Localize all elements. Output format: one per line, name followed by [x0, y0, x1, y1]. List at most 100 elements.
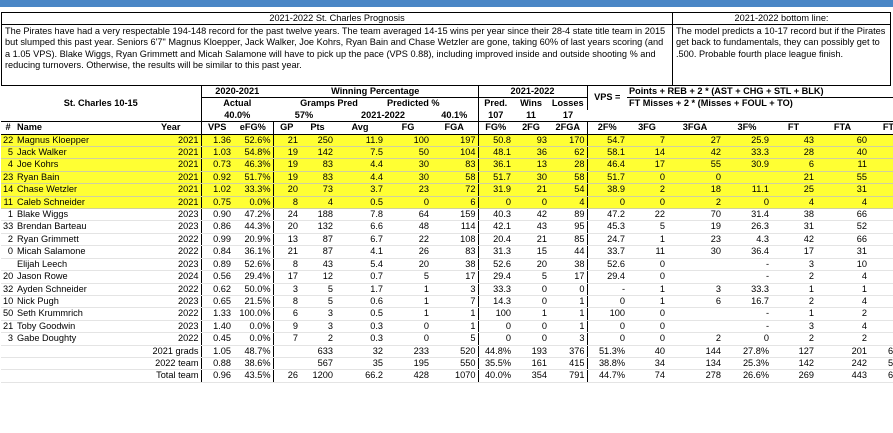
player-fgp: 0 — [477, 320, 513, 334]
player-fg2: 20 — [513, 258, 549, 272]
player-vps: 0.65 — [200, 295, 233, 309]
player-gp: 9 — [272, 320, 300, 334]
player-avg: 6.7 — [335, 233, 385, 247]
player-fga2: 85 — [549, 233, 587, 247]
player-fga3 — [667, 320, 723, 334]
player-vps: 0.84 — [200, 245, 233, 259]
totals-p3: 26.6% — [723, 369, 771, 383]
player-row: 0 Micah Salamone 2022 0.84 36.1% 21 87 4.1 26 83 3… — [1, 245, 893, 259]
player-name: Ryan Bain — [15, 171, 141, 185]
player-avg: 4.1 — [335, 245, 385, 259]
actual-label: Actual — [200, 97, 273, 110]
player-fga2: 89 — [549, 208, 587, 222]
player-fga2: 95 — [549, 220, 587, 234]
player-fga3: 18 — [667, 183, 723, 197]
player-fga: 58 — [431, 171, 478, 185]
player-p3: 25.9 — [723, 134, 771, 148]
player-fga: 72 — [431, 183, 478, 197]
totals-p3: 27.8% — [723, 345, 771, 358]
player-fta: 52 — [816, 220, 869, 234]
column-header-2fg: 2FG — [513, 121, 549, 135]
player-p2: 0 — [586, 196, 627, 210]
player-fg3: 5 — [627, 220, 667, 234]
player-pts: 4 — [300, 196, 335, 210]
column-header-3fga: 3FGA — [667, 121, 723, 135]
player-fta: 4 — [816, 320, 869, 334]
totals-fg3: 34 — [627, 357, 667, 371]
player-avg: 7.8 — [335, 208, 385, 222]
player-fg3: 0 — [627, 258, 667, 272]
pred-label: Pred. — [477, 97, 513, 110]
player-year: 2022 — [141, 332, 201, 346]
wins-number: 11 — [526, 109, 536, 120]
player-efg: 36.1% — [233, 245, 273, 259]
wins-label: Wins — [520, 98, 542, 109]
totals-fg: 428 — [385, 369, 431, 383]
totals-pts: 633 — [300, 345, 335, 358]
player-name: Jack Walker — [15, 146, 141, 160]
totals-vps: 1.05 — [200, 345, 233, 358]
player-efg: 100.0% — [233, 307, 273, 321]
player-gp: 7 — [272, 332, 300, 346]
player-gp: 21 — [272, 245, 300, 259]
player-ftp: 50 — [869, 307, 893, 321]
player-fga: 38 — [431, 258, 478, 272]
player-avg: 4.4 — [335, 158, 385, 172]
player-fg: 1 — [385, 283, 431, 296]
totals-fga2: 415 — [549, 357, 587, 371]
player-name: Caleb Schneider — [15, 196, 141, 210]
player-fga: 159 — [431, 208, 478, 222]
player-fga: 1 — [431, 307, 478, 321]
player-fgp: 50.8 — [477, 134, 513, 148]
actual-value: 40.0% — [200, 109, 273, 122]
totals-fg3: 74 — [627, 369, 667, 383]
player-p3: - — [723, 307, 771, 321]
player-ftp: 54.8 — [869, 245, 893, 259]
prognosis-box: 2021-2022 St. Charles Prognosis The Pira… — [1, 12, 673, 86]
player-gp: 20 — [272, 183, 300, 197]
player-number — [1, 258, 15, 272]
player-p3: 36.4 — [723, 245, 771, 259]
player-p2: 0 — [586, 295, 627, 309]
player-year: 2023 — [141, 258, 201, 272]
player-vps: 1.40 — [200, 320, 233, 334]
player-fga2: 1 — [549, 295, 587, 309]
player-ftp: 100 — [869, 332, 893, 346]
vps-equals-label: VPS = — [586, 86, 627, 110]
totals-p3: 25.3% — [723, 357, 771, 371]
player-avg: 5.4 — [335, 258, 385, 272]
player-pts: 2 — [300, 332, 335, 346]
gramps-value: 57% — [294, 109, 314, 120]
player-avg: 6.6 — [335, 220, 385, 234]
player-p3: - — [723, 270, 771, 284]
player-p2: 29.4 — [586, 270, 627, 284]
player-fga: 83 — [431, 158, 478, 172]
player-vps: 1.33 — [200, 307, 233, 321]
player-avg: 3.7 — [335, 183, 385, 197]
player-p2: 46.4 — [586, 158, 627, 172]
player-number: 22 — [1, 134, 15, 148]
player-name: Toby Goodwin — [15, 320, 141, 334]
player-ftp: 59.6 — [869, 220, 893, 234]
player-ft: 6 — [771, 158, 816, 172]
player-fg3: 0 — [627, 320, 667, 334]
player-number: 50 — [1, 307, 15, 321]
player-number: 33 — [1, 220, 15, 234]
team-label: St. Charles 10-15 — [63, 97, 138, 108]
player-vps: 0.92 — [200, 171, 233, 185]
player-fta: 2 — [816, 307, 869, 321]
player-fga2: 54 — [549, 183, 587, 197]
totals-fgp: 40.0% — [477, 369, 513, 383]
player-fg2: 0 — [513, 332, 549, 346]
player-p3: 31.4 — [723, 208, 771, 222]
player-ft: 2 — [771, 332, 816, 346]
player-ftp: 100 — [869, 196, 893, 210]
player-vps: 0.75 — [200, 196, 233, 210]
column-header-pts: Pts — [300, 121, 335, 135]
bottom-line-text: The model predicts a 10-17 record but if… — [676, 26, 886, 59]
player-gp: 24 — [272, 208, 300, 222]
player-p2: 58.1 — [586, 146, 627, 160]
player-p2: 38.9 — [586, 183, 627, 197]
window-top-bar — [0, 0, 893, 7]
player-efg: 46.3% — [233, 158, 273, 172]
